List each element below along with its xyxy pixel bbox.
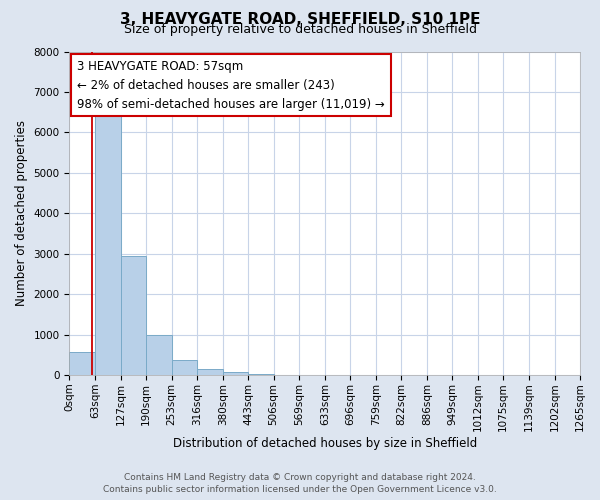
Bar	[223, 372, 248, 375]
X-axis label: Distribution of detached houses by size in Sheffield: Distribution of detached houses by size …	[173, 437, 477, 450]
Bar	[70, 352, 95, 375]
Text: Contains HM Land Registry data © Crown copyright and database right 2024.
Contai: Contains HM Land Registry data © Crown c…	[103, 472, 497, 494]
Bar	[95, 116, 121, 375]
Bar	[121, 256, 146, 375]
Bar	[146, 336, 172, 375]
Text: Size of property relative to detached houses in Sheffield: Size of property relative to detached ho…	[124, 22, 476, 36]
Y-axis label: Number of detached properties: Number of detached properties	[15, 120, 28, 306]
Bar	[172, 360, 197, 375]
Bar	[197, 369, 223, 375]
Text: 3 HEAVYGATE ROAD: 57sqm
← 2% of detached houses are smaller (243)
98% of semi-de: 3 HEAVYGATE ROAD: 57sqm ← 2% of detached…	[77, 60, 385, 110]
Text: 3, HEAVYGATE ROAD, SHEFFIELD, S10 1PE: 3, HEAVYGATE ROAD, SHEFFIELD, S10 1PE	[120, 12, 480, 28]
Bar	[248, 374, 274, 375]
